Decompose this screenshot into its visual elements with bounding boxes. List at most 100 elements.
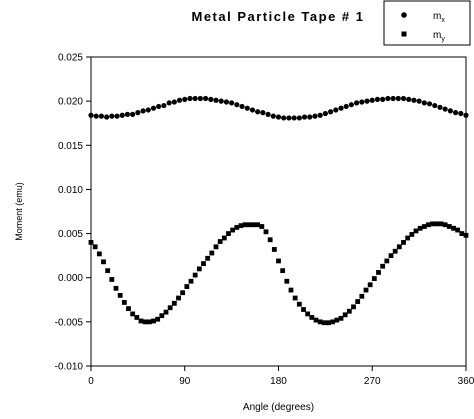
x-axis-ticks: 0 90 180 270 360 (88, 366, 474, 387)
point-mx (197, 95, 203, 102)
point-mx (390, 95, 396, 102)
x-tick-label: 360 (458, 376, 474, 387)
point-my (259, 224, 265, 229)
point-my (238, 223, 244, 229)
point-mx (244, 105, 250, 111)
point-mx (213, 97, 219, 103)
y-tick-label: 0.000 (58, 273, 83, 284)
point-mx (161, 102, 167, 109)
point-my (305, 311, 311, 317)
y-tick-label: 0.010 (58, 185, 83, 196)
point-mx (452, 110, 459, 116)
point-my (296, 301, 302, 307)
point-mx (348, 102, 355, 108)
point-mx (229, 100, 235, 106)
point-mx (171, 99, 177, 105)
chart-title: Metal Particle Tape # 1 (192, 9, 365, 24)
point-mx (130, 111, 136, 117)
y-axis-ticks: -0.010 -0.005 0.000 0.005 0.010 0.015 0.020 0.0… (55, 53, 91, 373)
legend-label-my-main: m (433, 30, 441, 41)
legend-label-my: my (433, 30, 445, 43)
legend: mx my (383, 0, 471, 46)
point-my (159, 313, 165, 319)
point-mx (369, 97, 375, 103)
point-mx (202, 95, 209, 102)
point-my (430, 221, 436, 227)
point-my (113, 285, 119, 291)
point-mx (239, 103, 245, 110)
point-my (455, 227, 461, 233)
point-mx (104, 114, 110, 120)
point-mx (296, 115, 302, 121)
point-my (184, 284, 190, 289)
point-my (188, 278, 194, 284)
point-my (126, 306, 131, 312)
point-my (326, 320, 331, 326)
point-mx (260, 110, 266, 116)
point-my (438, 221, 444, 227)
point-mx (333, 107, 339, 113)
point-my (130, 311, 136, 317)
point-mx (182, 96, 188, 102)
point-my (371, 276, 377, 281)
y-tick-label: 0.025 (58, 53, 83, 64)
point-my (301, 307, 306, 312)
point-my (446, 224, 452, 229)
point-mx (265, 111, 271, 117)
point-mx (255, 109, 261, 115)
point-my (330, 319, 336, 325)
point-my (292, 295, 298, 301)
point-mx (442, 106, 448, 112)
point-mx (275, 114, 282, 120)
point-my (463, 232, 469, 238)
point-my (226, 231, 231, 236)
point-my (317, 319, 323, 325)
point-my (401, 240, 406, 245)
point-mx (88, 112, 94, 118)
x-tick-label: 0 (88, 376, 94, 387)
point-my (134, 315, 140, 320)
point-my (246, 222, 252, 228)
point-mx (109, 113, 115, 119)
point-mx (426, 101, 433, 107)
point-my (321, 320, 327, 326)
point-mx (307, 114, 313, 120)
point-mx (208, 96, 214, 102)
point-mx (223, 99, 230, 105)
point-mx (98, 113, 105, 119)
point-mx (463, 112, 469, 118)
data-points (88, 95, 469, 326)
point-my (88, 240, 94, 245)
point-mx (234, 102, 240, 108)
x-tick-label: 180 (270, 376, 287, 387)
point-my (309, 315, 315, 320)
point-mx (354, 100, 360, 106)
point-my (117, 292, 123, 298)
point-mx (406, 96, 412, 102)
point-mx (150, 105, 157, 111)
point-my (421, 224, 427, 229)
point-my (417, 225, 423, 231)
point-my (276, 258, 281, 264)
point-my (96, 251, 102, 257)
point-mx (338, 105, 344, 111)
point-my (171, 300, 177, 306)
point-mx (317, 112, 323, 118)
point-mx (93, 113, 99, 119)
point-my (351, 304, 356, 310)
point-my (338, 315, 344, 321)
point-my (217, 239, 223, 244)
point-mx (270, 113, 276, 119)
point-mx (437, 104, 443, 110)
point-mx (400, 95, 407, 102)
point-mx (135, 110, 141, 116)
point-my (251, 222, 256, 228)
point-my (451, 225, 456, 231)
point-mx (119, 112, 125, 118)
x-tick-label: 270 (364, 376, 381, 387)
point-my (138, 318, 144, 324)
point-my (376, 270, 381, 275)
point-my (121, 300, 127, 305)
point-my (205, 255, 211, 261)
